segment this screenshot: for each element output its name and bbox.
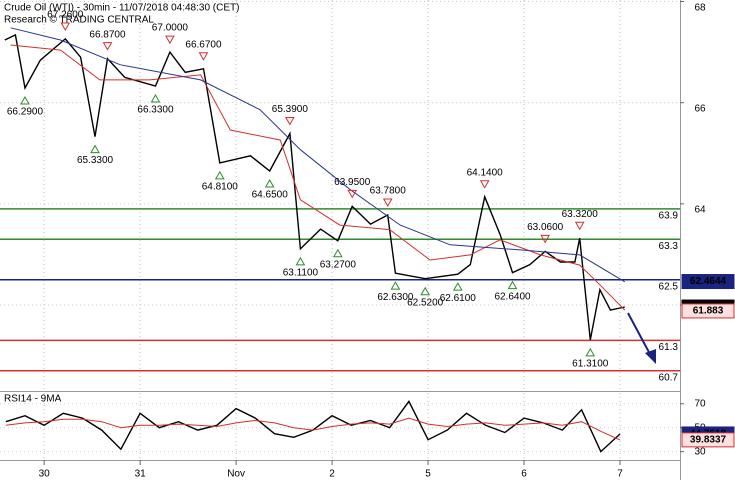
- projection-arrowhead: [645, 349, 656, 364]
- price-tag-label: 39.8337: [690, 435, 727, 446]
- low-marker: [295, 256, 306, 266]
- y-tick-label: 64: [694, 204, 706, 215]
- low-marker: [420, 286, 431, 296]
- high-label: 67.0000: [152, 23, 189, 34]
- rsi-title: RSI14 - 9MA: [4, 394, 62, 405]
- price-tag-label: 61.883: [693, 306, 724, 317]
- high-marker: [60, 22, 71, 31]
- low-label: 64.8100: [202, 182, 239, 193]
- low-marker: [507, 280, 518, 290]
- high-label: 66.8700: [89, 29, 126, 40]
- price-tag: [681, 303, 735, 319]
- series-line: [5, 417, 621, 441]
- low-label: 62.6300: [377, 292, 414, 303]
- low-marker: [332, 248, 343, 258]
- low-marker: [264, 178, 275, 188]
- high-marker: [574, 221, 585, 231]
- low-label: 65.3300: [77, 155, 114, 166]
- high-label: 65.3900: [272, 104, 309, 115]
- high-marker: [382, 198, 393, 207]
- price-tag: [681, 432, 735, 448]
- low-label: 62.6400: [494, 291, 531, 302]
- x-tick-label: 31: [135, 469, 147, 480]
- low-marker: [585, 347, 596, 357]
- low-label: 66.2900: [7, 107, 44, 118]
- y-tick-label: 30: [694, 446, 706, 457]
- series-line: [10, 27, 626, 283]
- low-label: 61.3100: [572, 359, 609, 370]
- low-label: 62.5200: [407, 297, 444, 308]
- x-tick-label: 7: [617, 469, 623, 480]
- low-label: 64.6500: [252, 190, 289, 201]
- high-label: 63.0600: [527, 222, 564, 233]
- low-marker: [214, 170, 225, 180]
- high-marker: [102, 42, 113, 51]
- series-line: [10, 44, 626, 311]
- high-label: 63.9500: [334, 177, 371, 188]
- level-label: 62.5: [659, 281, 679, 292]
- level-label: 60.7: [659, 372, 679, 383]
- low-label: 66.3300: [137, 105, 174, 116]
- high-label: 66.6700: [185, 39, 222, 50]
- x-tick-label: 2: [329, 469, 335, 480]
- y-tick-label: 68: [694, 3, 706, 14]
- low-marker: [90, 144, 100, 154]
- high-label: 63.3200: [562, 209, 599, 220]
- low-label: 62.6100: [440, 293, 477, 304]
- low-label: 63.1100: [283, 268, 319, 279]
- low-marker: [20, 96, 30, 105]
- level-label: 61.3: [659, 342, 679, 353]
- high-label: 63.7800: [370, 186, 407, 197]
- chart-subtitle: Research © TRADING CENTRAL: [4, 15, 154, 26]
- x-tick-label: Nov: [227, 469, 245, 480]
- low-marker: [150, 93, 161, 103]
- price-tag-label: 62.4644: [690, 276, 727, 287]
- level-label: 63.3: [659, 241, 679, 252]
- high-marker: [165, 35, 175, 45]
- x-tick-label: 6: [521, 469, 527, 480]
- y-tick-label: 66: [694, 103, 706, 114]
- high-label: 64.1400: [467, 167, 504, 178]
- high-marker: [479, 180, 490, 189]
- high-marker: [540, 234, 551, 244]
- low-marker: [390, 281, 401, 290]
- high-marker: [347, 189, 358, 199]
- low-label: 63.2700: [320, 259, 357, 270]
- x-tick-label: 30: [39, 469, 51, 480]
- high-label: 67.2600: [47, 10, 84, 21]
- high-marker: [198, 52, 209, 61]
- x-tick-label: 5: [425, 469, 431, 480]
- price-tag: [681, 274, 735, 290]
- y-tick-label: 70: [694, 398, 706, 409]
- high-marker: [284, 117, 295, 126]
- low-marker: [452, 282, 463, 291]
- level-label: 63.9: [659, 211, 679, 222]
- projection-arrow: [627, 312, 652, 357]
- chart-title: Crude Oil (WTI) - 30min - 11/07/2018 04:…: [4, 3, 239, 14]
